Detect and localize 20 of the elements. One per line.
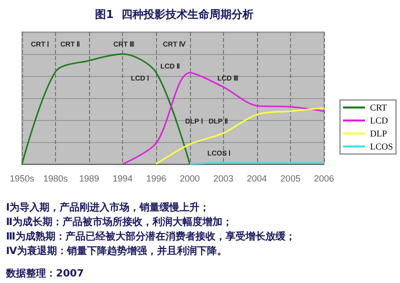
chart-title: 图1 四种投影技术生命周期分析 (95, 8, 254, 21)
legend-label: DLP (370, 128, 388, 138)
x-tick-label: 2004 (246, 174, 267, 184)
text: 数据整理：2007 (5, 268, 84, 280)
x-tick-label: 1980s (43, 174, 68, 184)
x-tick-label: 2006 (314, 174, 334, 184)
text: Ⅲ为成熟期：产品已经被大部分潜在消费者接收，享受增长放缓； (6, 230, 296, 242)
text: Ⅳ为衰退期：销量下降趋势增强，并且利润下降。 (6, 245, 227, 257)
legend-label: LCOS (370, 142, 394, 152)
x-tick-label: 1989 (79, 174, 100, 184)
x-tick-label: 1950s (10, 174, 35, 184)
x-tick-label: 2003 (213, 174, 234, 184)
legend-label: LCD (370, 116, 388, 126)
legend-label: CRT (370, 102, 388, 112)
text: Ⅰ为导入期，产品刚进入市场，销量缓慢上升； (6, 202, 210, 214)
x-tick-label: 1996 (146, 174, 166, 184)
text: Ⅱ为成长期：产品被市场所接收，利润大幅度增加； (6, 216, 233, 228)
x-tick-label: 1994 (112, 174, 133, 184)
x-tick-label: 2000 (180, 174, 200, 184)
x-tick-label: 2005 (280, 174, 300, 184)
